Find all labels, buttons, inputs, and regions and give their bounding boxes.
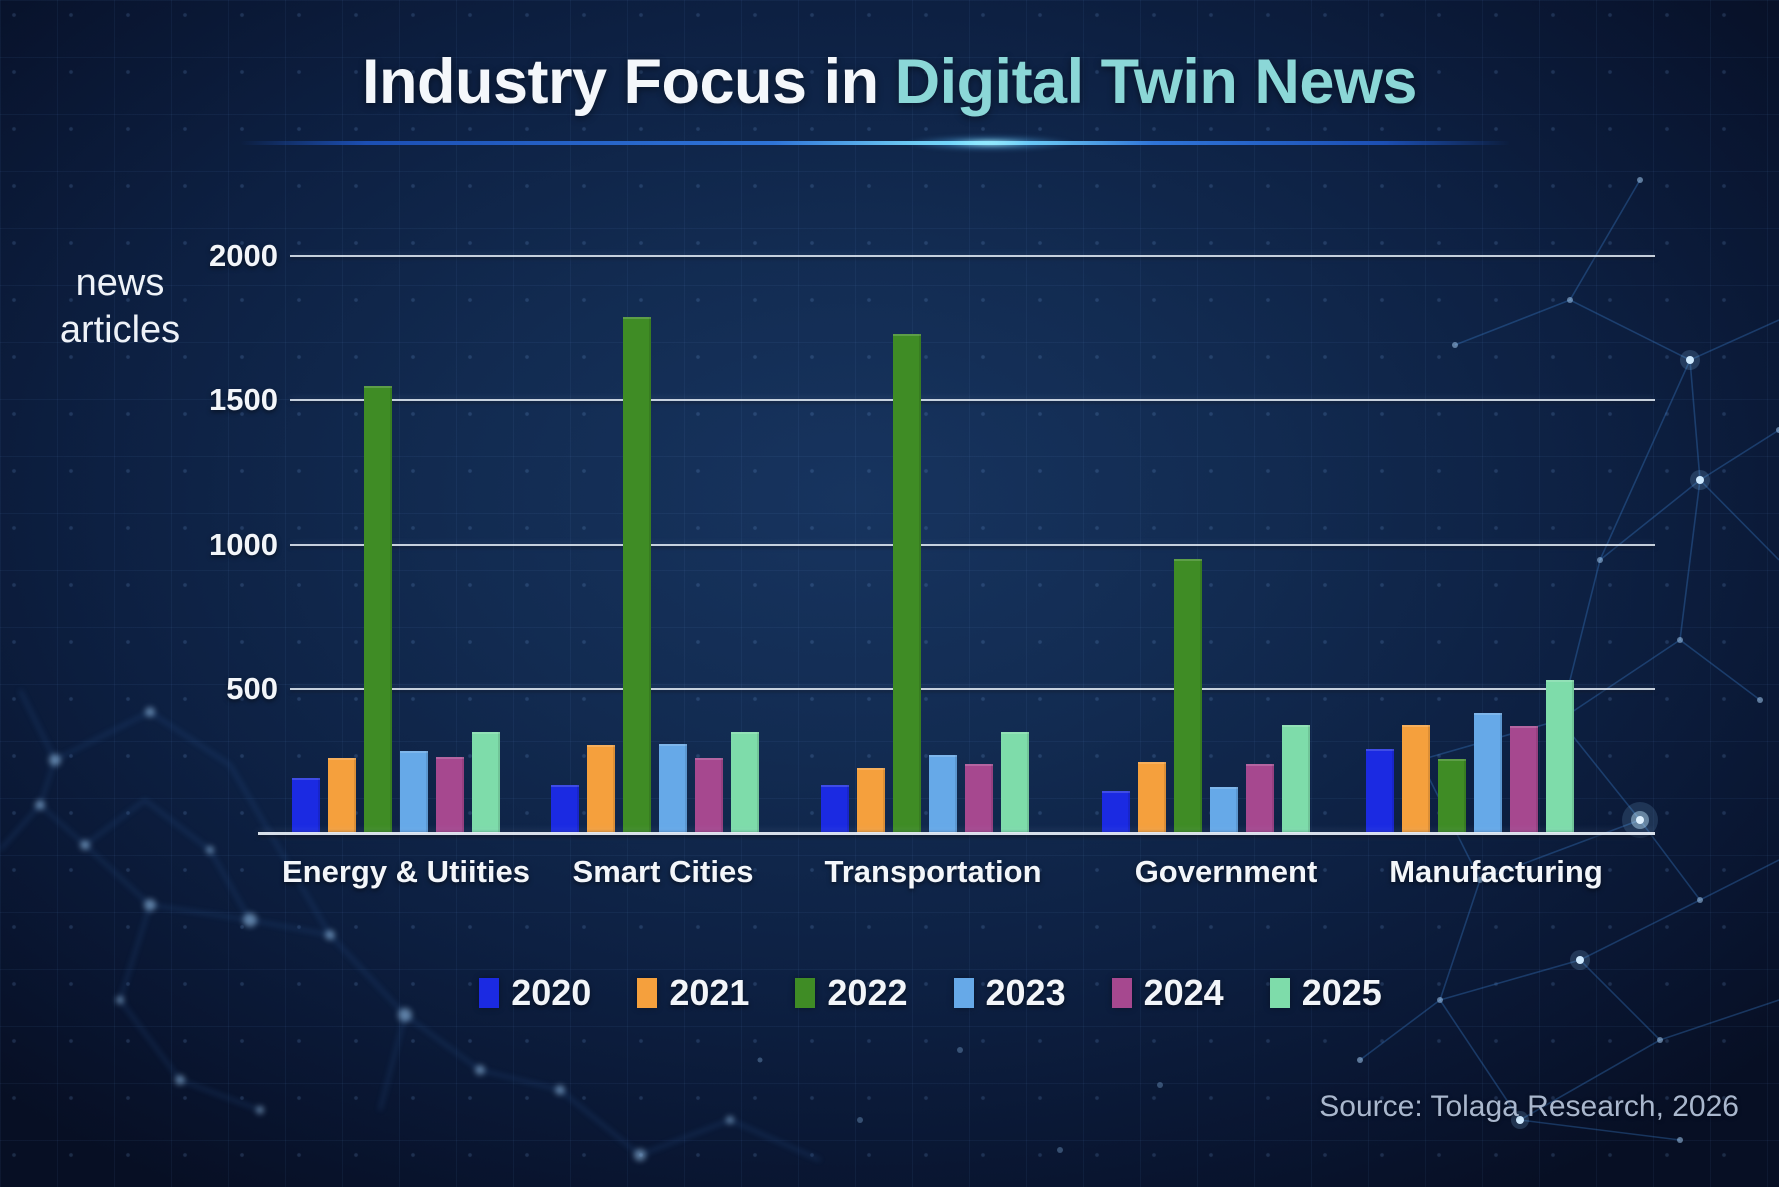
bar-2024-energy-utiities [436,757,464,833]
legend-item-2021: 2021 [637,972,749,1014]
bar-2020-government [1102,791,1130,833]
legend-label-2023: 2023 [985,972,1066,1013]
legend-label-2025: 2025 [1301,972,1382,1013]
bar-2022-smart-cities [623,317,651,833]
title-underline-glow-line [240,135,1510,151]
legend-label-2024: 2024 [1143,972,1224,1013]
bar-2020-manufacturing [1366,749,1394,833]
legend-swatch-2024 [1111,978,1132,1008]
y-tick-1500: 1500 [209,382,278,418]
bar-2021-manufacturing [1402,725,1430,833]
bar-2021-energy-utiities [328,758,356,833]
bar-2023-energy-utiities [400,751,428,833]
gridline-2000 [290,255,1655,257]
title-highlight: Digital Twin News [894,47,1418,117]
bar-2025-smart-cities [731,732,759,833]
bar-2021-smart-cities [587,745,615,833]
bar-2021-government [1138,762,1166,833]
bar-2023-smart-cities [659,744,687,833]
bar-2024-government [1246,764,1274,833]
bar-2025-manufacturing [1546,680,1574,833]
category-label-transportation: Transportation [824,854,1042,889]
bar-2025-government [1282,725,1310,833]
legend-item-2025: 2025 [1269,972,1382,1014]
legend-label-2022: 2022 [827,972,908,1013]
gridline-500 [290,687,1655,690]
bar-2020-energy-utiities [292,778,320,833]
y-axis-label-line1: news [75,262,165,304]
category-label-energy-utiities: Energy & Utiities [281,854,531,889]
bar-2025-energy-utiities [472,732,500,833]
legend-item-2024: 2024 [1111,972,1224,1014]
bar-2020-smart-cities [551,785,579,833]
y-axis-label: news articles [28,260,212,354]
legend-item-2022: 2022 [795,972,908,1014]
category-label-smart-cities: Smart Cities [572,854,754,889]
legend-label-2020: 2020 [511,972,592,1013]
bar-2024-smart-cities [695,758,723,833]
bar-2023-transportation [929,755,957,833]
bar-group-energy-utiities [292,256,500,833]
bar-group-manufacturing [1366,256,1574,833]
bar-group-government [1102,256,1310,833]
legend-swatch-2020 [479,978,500,1008]
category-label-government: Government [1134,854,1318,889]
legend-label-2021: 2021 [669,972,750,1013]
chart-plot-area [258,255,1655,835]
bar-2020-transportation [821,785,849,833]
category-label-manufacturing: Manufacturing [1389,854,1603,889]
gridline-1000 [290,543,1655,546]
legend-item-2023: 2023 [953,972,1066,1014]
bar-2022-government [1174,559,1202,833]
bar-2024-transportation [965,764,993,833]
chart-legend: 2020 2021 2022 2023 2024 2025 [41,972,1779,1014]
title-prefix: Industry Focus in [362,47,879,117]
x-axis-baseline [258,832,1655,835]
legend-swatch-2021 [637,978,658,1008]
bar-group-smart-cities [551,256,759,833]
legend-item-2020: 2020 [479,972,591,1014]
source-note: Source: Tolaga Research, 2026 [1319,1090,1739,1123]
bar-2025-transportation [1001,732,1029,833]
y-tick-500: 500 [226,670,278,706]
bar-2022-manufacturing [1438,759,1466,833]
bar-2024-manufacturing [1510,726,1538,833]
legend-swatch-2025 [1269,978,1290,1008]
legend-swatch-2023 [953,978,974,1008]
bar-group-transportation [821,256,1029,833]
underline-glow-spot [905,135,1075,151]
y-tick-1000: 1000 [209,526,278,562]
bar-2021-transportation [857,768,885,833]
y-tick-2000: 2000 [209,238,278,273]
bar-2022-energy-utiities [364,386,392,833]
bar-2023-government [1210,787,1238,833]
legend-swatch-2022 [795,978,816,1008]
page-title: Industry Focus in Digital Twin News [0,46,1779,118]
bar-2022-transportation [893,334,921,833]
y-axis-label-line2: articles [59,309,181,351]
gridline-1500 [290,399,1655,402]
bar-2023-manufacturing [1474,713,1502,833]
